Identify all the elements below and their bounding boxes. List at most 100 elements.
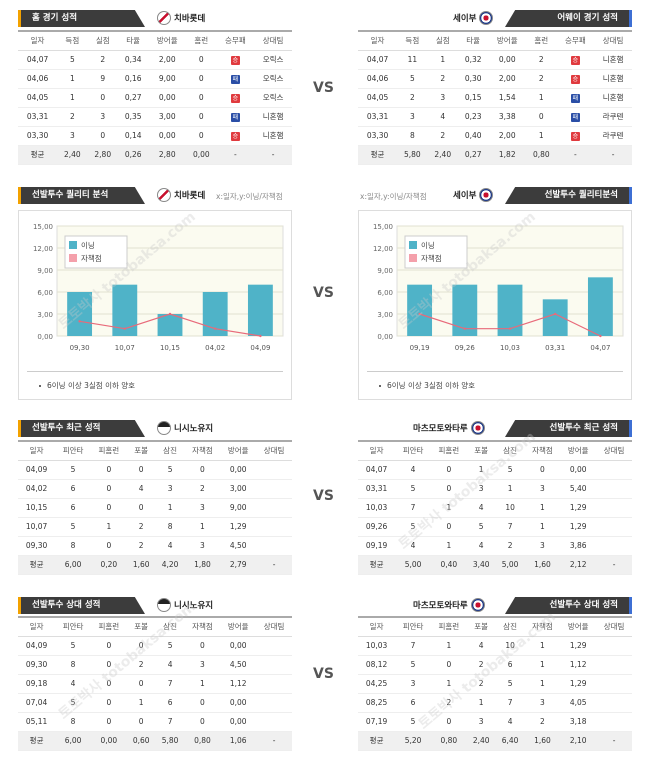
lotte-logo-icon [157, 188, 171, 202]
table-cell: 1,12 [560, 655, 597, 675]
table-cell: 2 [87, 50, 118, 70]
column-header: 상대팀 [256, 616, 292, 637]
table-cell: 3,86 [560, 536, 597, 556]
win-icon: 승 [230, 55, 240, 65]
table-cell: 0 [90, 674, 127, 694]
home-record-title: 홈 경기 성적 [32, 13, 78, 23]
table-cell: 3,00 [148, 107, 187, 127]
x-tick-label: 09,19 [410, 344, 430, 352]
table-cell [596, 517, 632, 537]
table-cell: 2 [427, 126, 458, 146]
column-header: 승무패 [216, 30, 255, 51]
legend-swatch-earned-runs [409, 254, 417, 262]
table-cell [596, 674, 632, 694]
table-cell: 1,06 [220, 731, 257, 751]
pitcher-logo-icon [157, 421, 171, 435]
table-row: 08,12 5 0 2 6 1 1,12 [358, 655, 632, 675]
vs-label-3: VS [313, 488, 334, 504]
legend-swatch-innings [409, 241, 417, 249]
table-row: 04,06 5 2 0,30 2,00 2 승 니혼햄 [358, 69, 632, 89]
table-cell: 05,11 [18, 712, 56, 732]
right-quality-header: 선발투수 퀄리티분석 [505, 187, 632, 204]
column-header: 자책점 [184, 440, 221, 461]
table-cell: 03,30 [18, 126, 58, 146]
table-cell: 오릭스 [254, 50, 292, 70]
table-cell: 라쿠텐 [594, 107, 632, 127]
table-cell: 1,60 [126, 555, 156, 575]
table-cell: 오릭스 [254, 88, 292, 108]
column-header: 일자 [18, 616, 56, 637]
table-cell: 2 [126, 517, 156, 537]
y-tick-label: 3,00 [377, 311, 393, 319]
column-header: 자책점 [524, 440, 561, 461]
table-cell: 0,00 [220, 460, 257, 480]
table-cell: 3,00 [220, 479, 257, 499]
table-cell: 09,18 [18, 674, 56, 694]
table-cell: 5 [55, 460, 91, 480]
table-cell: 03,31 [358, 479, 396, 499]
column-header: 방어율 [488, 30, 527, 51]
table-cell: 5,80 [397, 145, 428, 165]
table-cell: 니혼햄 [594, 50, 632, 70]
right-quality-team: 세이부 [453, 188, 494, 202]
table-cell: 2 [427, 69, 458, 89]
left-quality-header: 선발투수 퀄리티 분석 [18, 187, 145, 204]
column-header: 타율 [117, 30, 149, 51]
table-cell: 0,00 [560, 460, 597, 480]
table-cell: 니혼햄 [594, 88, 632, 108]
column-header: 일자 [358, 616, 396, 637]
table-cell: 1 [184, 674, 221, 694]
column-header: 방어율 [220, 440, 257, 461]
column-header: 득점 [57, 30, 88, 51]
table-cell: 1 [430, 674, 467, 694]
table-cell: - [254, 145, 292, 165]
table-cell: 1 [524, 636, 561, 656]
table-cell: 04,02 [18, 479, 56, 499]
table-cell: 09,30 [18, 536, 56, 556]
right-pitcher-vs-table: 일자 피안타 피홈런 포볼 삼진 자책점 방어율 상대팀 10,03 7 1 4 10 1 1,29 08,1… [358, 616, 632, 751]
table-cell: 0 [186, 69, 217, 89]
bar-innings [247, 284, 273, 336]
table-cell: 04,07 [358, 460, 396, 480]
table-cell: 04,05 [358, 88, 398, 108]
table-cell: 2,40 [466, 731, 496, 751]
table-cell: - [556, 145, 595, 165]
win-icon: 승 [570, 55, 580, 65]
point-earned-runs [123, 327, 127, 330]
column-header: 일자 [358, 30, 398, 51]
table-row: 04,06 1 9 0,16 9,00 0 패 오릭스 [18, 69, 292, 89]
left-pitcher-vs-name: 니시노유지 [174, 601, 214, 611]
left-quality-chart: 0,00 3,00 6,00 9,00 12,00 15,00 09,30 10,07 10,1… [33, 223, 284, 352]
home-team-name: 치바롯데 [174, 14, 206, 24]
y-tick-label: 0,00 [37, 333, 53, 341]
x-tick-label: 10,03 [500, 344, 520, 352]
table-cell: 3 [184, 655, 221, 675]
right-pitcher-recent-header: 선발투수 최근 성적 [505, 420, 632, 437]
table-cell: 니혼햄 [594, 69, 632, 89]
result-badge: 승 [556, 50, 595, 70]
table-cell: 0,14 [117, 126, 149, 146]
table-cell: 4 [155, 536, 185, 556]
table-cell [596, 460, 632, 480]
table-cell: 5,00 [495, 555, 525, 575]
table-row: 04,05 2 3 0,15 1,54 1 패 니혼햄 [358, 88, 632, 108]
table-cell: 1,60 [524, 555, 561, 575]
column-header: 피홈런 [430, 440, 467, 461]
table-cell: 1 [430, 498, 467, 518]
table-cell [256, 655, 292, 675]
table-cell: 3 [524, 536, 561, 556]
left-pitcher-name-label: 니시노유지 [157, 421, 213, 435]
column-header: 상대팀 [596, 616, 632, 637]
win-icon: 승 [230, 93, 240, 103]
table-cell: 8 [155, 517, 185, 537]
column-header: 포볼 [126, 616, 156, 637]
table-cell: 03,31 [358, 107, 398, 127]
table-cell: 0 [526, 107, 557, 127]
table-row: 07,04 5 0 1 6 0 0,00 [18, 693, 292, 713]
left-quality-chart-box: 0,00 3,00 6,00 9,00 12,00 15,00 09,30 10,07 10,1… [18, 210, 292, 400]
table-cell: 0 [126, 636, 156, 656]
win-icon: 승 [570, 74, 580, 84]
legend-box [64, 235, 128, 269]
table-cell: 0,34 [117, 50, 149, 70]
table-cell: 9,00 [148, 69, 187, 89]
